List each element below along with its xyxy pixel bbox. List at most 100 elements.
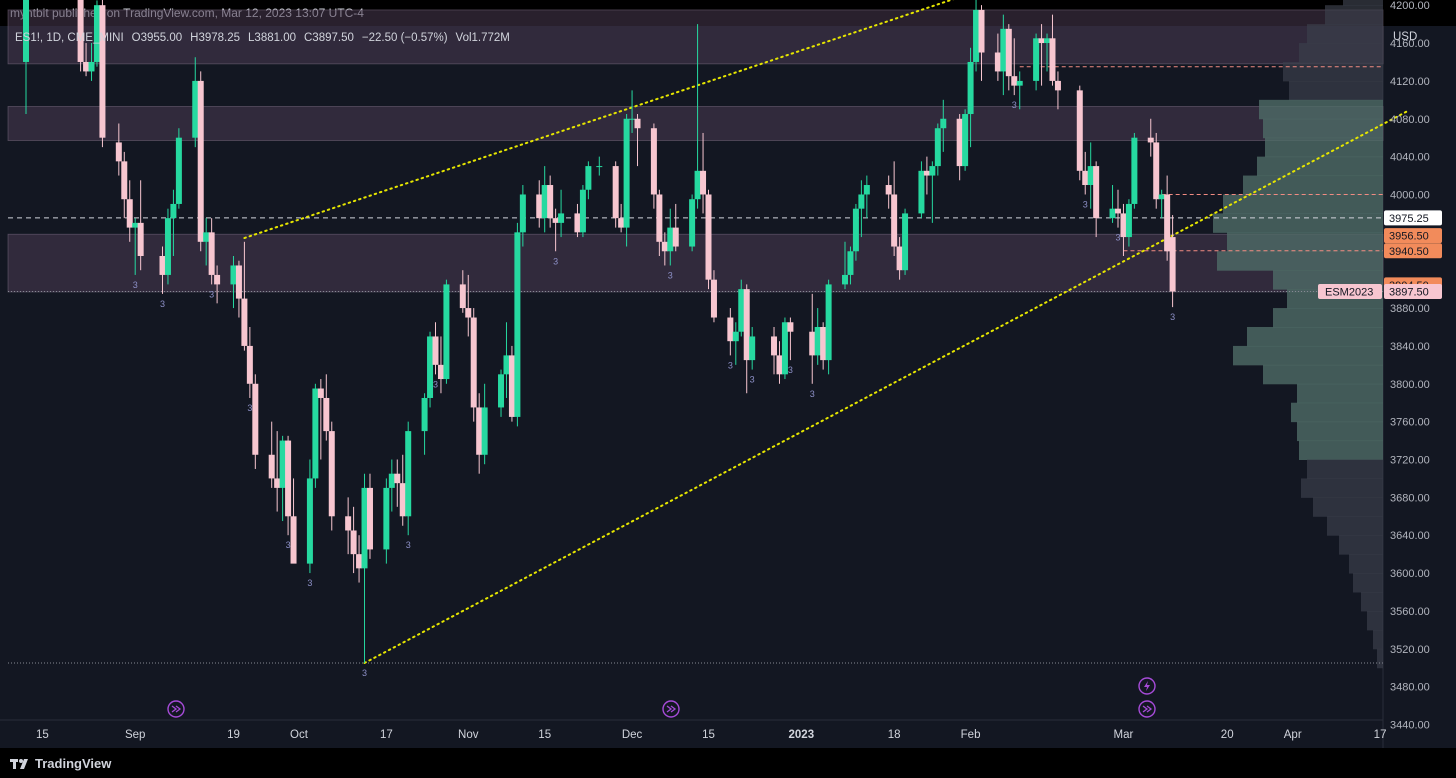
candle[interactable]: [164, 218, 171, 275]
candle[interactable]: [710, 279, 717, 318]
candle[interactable]: [738, 289, 745, 332]
candle[interactable]: [356, 554, 363, 569]
candle[interactable]: [973, 9, 980, 62]
candle[interactable]: [443, 284, 450, 380]
candle[interactable]: [481, 407, 488, 455]
candle[interactable]: [891, 194, 898, 247]
candle[interactable]: [285, 440, 292, 517]
candle[interactable]: [470, 317, 477, 408]
candle[interactable]: [83, 61, 90, 72]
candle[interactable]: [672, 227, 679, 247]
candle[interactable]: [214, 274, 221, 285]
candle[interactable]: [847, 251, 854, 275]
candle[interactable]: [809, 331, 816, 356]
candle[interactable]: [579, 189, 586, 233]
candle[interactable]: [1147, 137, 1154, 143]
candle[interactable]: [132, 222, 139, 228]
candle[interactable]: [1033, 38, 1040, 81]
candle[interactable]: [405, 431, 412, 517]
candle[interactable]: [1109, 208, 1116, 219]
candle[interactable]: [312, 388, 319, 479]
candle[interactable]: [776, 355, 783, 375]
resistance-zone[interactable]: [7, 9, 1384, 65]
candle[interactable]: [394, 473, 401, 484]
candle[interactable]: [923, 170, 930, 176]
candle[interactable]: [825, 284, 832, 361]
candle[interactable]: [940, 118, 947, 129]
candle[interactable]: [541, 185, 548, 219]
candle[interactable]: [345, 516, 352, 531]
legend-symbol[interactable]: ES1!, 1D, CME_MINI: [15, 32, 124, 44]
candle[interactable]: [252, 383, 259, 455]
candle[interactable]: [1120, 213, 1127, 238]
candle[interactable]: [328, 431, 335, 517]
candle[interactable]: [661, 241, 668, 252]
candle[interactable]: [858, 194, 865, 209]
candle[interactable]: [885, 185, 892, 195]
candle[interactable]: [268, 454, 275, 479]
candle[interactable]: [388, 473, 395, 488]
candle[interactable]: [519, 194, 526, 233]
candle[interactable]: [585, 166, 592, 190]
candle[interactable]: [427, 336, 434, 398]
candle[interactable]: [918, 170, 925, 214]
candle[interactable]: [852, 208, 859, 252]
candle[interactable]: [366, 487, 373, 550]
candle[interactable]: [956, 118, 963, 167]
candle[interactable]: [1131, 137, 1138, 204]
candle[interactable]: [208, 232, 215, 275]
candle[interactable]: [508, 355, 515, 417]
chart-frame[interactable]: [0, 26, 1456, 748]
candle[interactable]: [350, 530, 357, 555]
candle[interactable]: [465, 308, 472, 318]
candle[interactable]: [689, 199, 696, 247]
resistance-zone[interactable]: [7, 106, 1384, 141]
candle[interactable]: [323, 397, 330, 432]
candle[interactable]: [1044, 38, 1051, 44]
candle[interactable]: [1125, 203, 1132, 238]
candle[interactable]: [23, 0, 29, 62]
candle[interactable]: [1093, 166, 1100, 219]
candle[interactable]: [1115, 208, 1121, 214]
trendline[interactable]: [363, 110, 1409, 664]
candle[interactable]: [547, 185, 554, 219]
candle[interactable]: [629, 118, 636, 120]
candle[interactable]: [159, 256, 166, 275]
candle[interactable]: [361, 487, 368, 569]
candle[interactable]: [618, 218, 625, 228]
candle[interactable]: [115, 142, 122, 162]
candle[interactable]: [863, 185, 870, 195]
candle[interactable]: [929, 166, 936, 176]
candle[interactable]: [536, 194, 543, 219]
candle[interactable]: [705, 194, 712, 280]
candle[interactable]: [842, 274, 848, 285]
candle[interactable]: [820, 326, 827, 361]
candle[interactable]: [503, 355, 510, 375]
candle[interactable]: [1049, 38, 1056, 81]
candle[interactable]: [656, 194, 663, 242]
candle[interactable]: [1005, 28, 1012, 77]
candle[interactable]: [459, 284, 466, 309]
candle[interactable]: [383, 487, 390, 550]
candle[interactable]: [902, 213, 909, 271]
candle[interactable]: [93, 5, 100, 62]
candle[interactable]: [170, 203, 177, 219]
forward-event-icon[interactable]: [662, 700, 680, 718]
candle[interactable]: [306, 478, 313, 564]
candle[interactable]: [814, 326, 821, 356]
candle[interactable]: [197, 80, 204, 242]
candle[interactable]: [88, 61, 95, 72]
candle[interactable]: [1169, 237, 1176, 292]
candle[interactable]: [896, 246, 903, 271]
candle[interactable]: [1164, 194, 1171, 252]
candle[interactable]: [574, 213, 581, 233]
candle[interactable]: [274, 478, 281, 488]
lightning-event-icon[interactable]: [1138, 677, 1156, 695]
candle[interactable]: [421, 397, 428, 432]
candle[interactable]: [1011, 76, 1018, 86]
candle[interactable]: [1038, 38, 1045, 44]
candle[interactable]: [1076, 90, 1083, 171]
candle[interactable]: [1054, 80, 1061, 91]
forward-event-icon[interactable]: [167, 700, 185, 718]
